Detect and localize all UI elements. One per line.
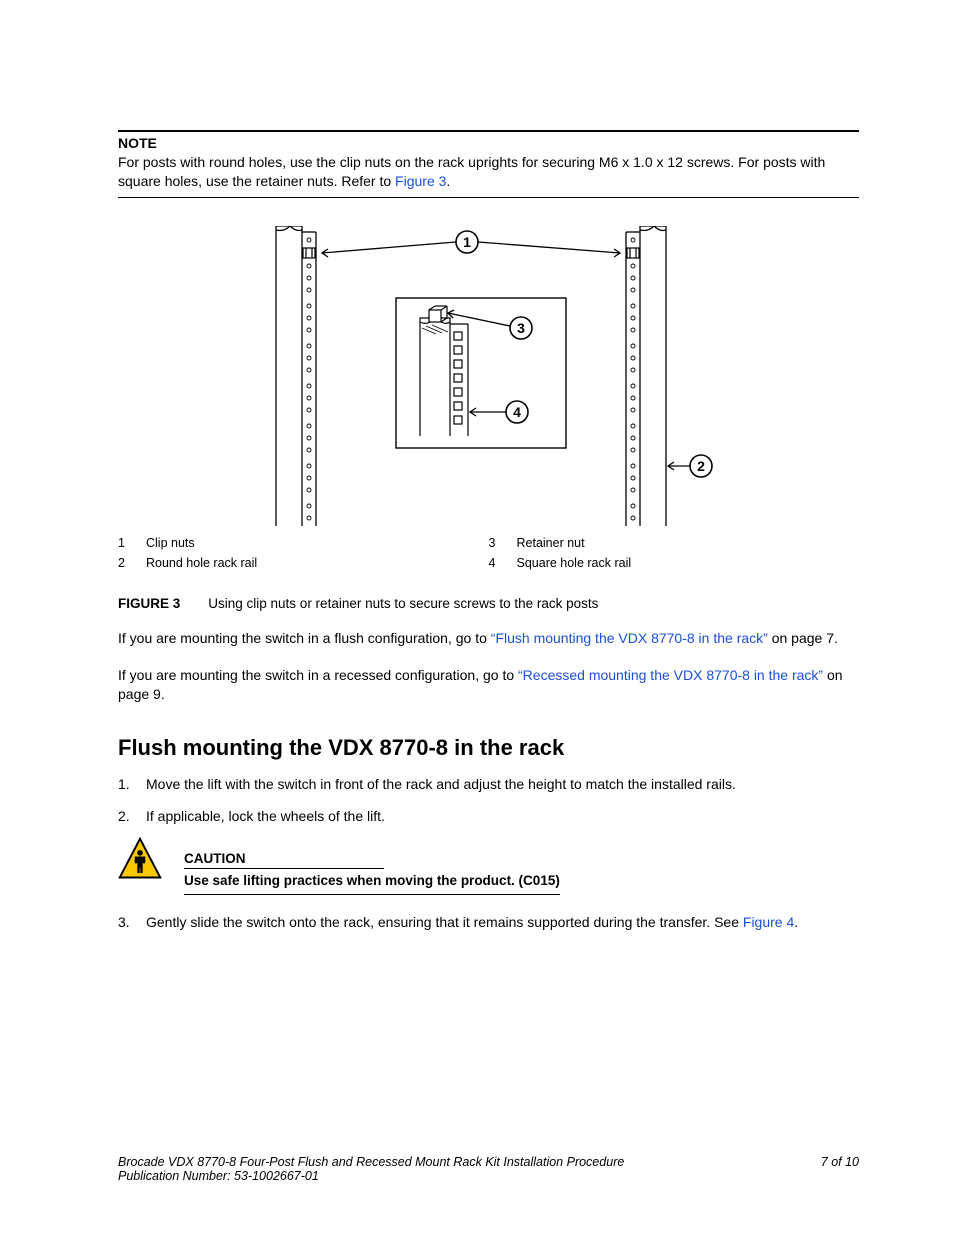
note-link-figure3[interactable]: Figure 3 <box>395 173 446 189</box>
figure-3-label: FIGURE 3 <box>118 596 180 611</box>
figure-3-svg: 1 2 <box>254 226 724 526</box>
footer-pubnum: Publication Number: 53-1002667-01 <box>118 1169 624 1183</box>
paragraph-flush-ref: If you are mounting the switch in a flus… <box>118 629 859 648</box>
callout-4: 4 <box>513 404 521 420</box>
step-2-num: 2. <box>118 807 146 827</box>
section-heading-flush-mounting: Flush mounting the VDX 8770-8 in the rac… <box>118 735 859 761</box>
legend-1-num: 1 <box>118 536 128 550</box>
footer-title: Brocade VDX 8770-8 Four-Post Flush and R… <box>118 1155 624 1169</box>
steps-list: 1. Move the lift with the switch in fron… <box>118 775 859 826</box>
legend-2-text: Round hole rack rail <box>146 556 257 570</box>
note-text-post: . <box>446 173 450 189</box>
steps-list-continued: 3. Gently slide the switch onto the rack… <box>118 913 859 933</box>
callout-2: 2 <box>697 458 705 474</box>
legend-3-num: 3 <box>489 536 499 550</box>
paragraph-recessed-ref: If you are mounting the switch in a rece… <box>118 666 859 704</box>
legend-4-text: Square hole rack rail <box>517 556 632 570</box>
callout-3: 3 <box>517 320 525 336</box>
link-flush-mounting[interactable]: “Flush mounting the VDX 8770-8 in the ra… <box>491 630 768 646</box>
note-bottom-rule <box>118 197 859 198</box>
para2-pre: If you are mounting the switch in a rece… <box>118 667 518 683</box>
para1-pre: If you are mounting the switch in a flus… <box>118 630 491 646</box>
step-3-num: 3. <box>118 913 146 933</box>
step-3-post: . <box>794 914 798 930</box>
figure-3-caption-text: Using clip nuts or retainer nuts to secu… <box>208 596 598 611</box>
caution-text: Use safe lifting practices when moving t… <box>184 873 560 895</box>
note-top-rule <box>118 130 859 132</box>
legend-1-text: Clip nuts <box>146 536 195 550</box>
figure-3-caption: FIGURE 3 Using clip nuts or retainer nuts… <box>118 596 859 611</box>
para1-post: on page 7. <box>768 630 838 646</box>
step-1: 1. Move the lift with the switch in fron… <box>118 775 859 795</box>
callout-1: 1 <box>463 234 471 250</box>
legend-2-num: 2 <box>118 556 128 570</box>
caution-block: CAUTION Use safe lifting practices when … <box>118 839 859 895</box>
figure-3-graphic: 1 2 <box>118 226 859 526</box>
page-footer: Brocade VDX 8770-8 Four-Post Flush and R… <box>118 1155 859 1183</box>
note-body: For posts with round holes, use the clip… <box>118 153 859 191</box>
step-3-pre: Gently slide the switch onto the rack, e… <box>146 914 743 930</box>
step-2-text: If applicable, lock the wheels of the li… <box>146 807 859 827</box>
step-3-text: Gently slide the switch onto the rack, e… <box>146 913 859 933</box>
figure-legend-row-1: 1 Clip nuts 3 Retainer nut <box>118 536 859 550</box>
document-page: NOTE For posts with round holes, use the… <box>0 0 954 1235</box>
caution-icon <box>118 837 162 881</box>
footer-page-number: 7 of 10 <box>821 1155 859 1183</box>
link-recessed-mounting[interactable]: “Recessed mounting the VDX 8770-8 in the… <box>518 667 823 683</box>
step-1-num: 1. <box>118 775 146 795</box>
link-figure-4[interactable]: Figure 4 <box>743 914 794 930</box>
note-text-pre: For posts with round holes, use the clip… <box>118 154 825 189</box>
legend-4-num: 4 <box>489 556 499 570</box>
legend-3-text: Retainer nut <box>517 536 585 550</box>
step-1-text: Move the lift with the switch in front o… <box>146 775 859 795</box>
caution-title: CAUTION <box>184 851 384 869</box>
step-3: 3. Gently slide the switch onto the rack… <box>118 913 859 933</box>
step-2: 2. If applicable, lock the wheels of the… <box>118 807 859 827</box>
note-heading: NOTE <box>118 135 859 151</box>
figure-legend-row-2: 2 Round hole rack rail 4 Square hole rac… <box>118 556 859 570</box>
